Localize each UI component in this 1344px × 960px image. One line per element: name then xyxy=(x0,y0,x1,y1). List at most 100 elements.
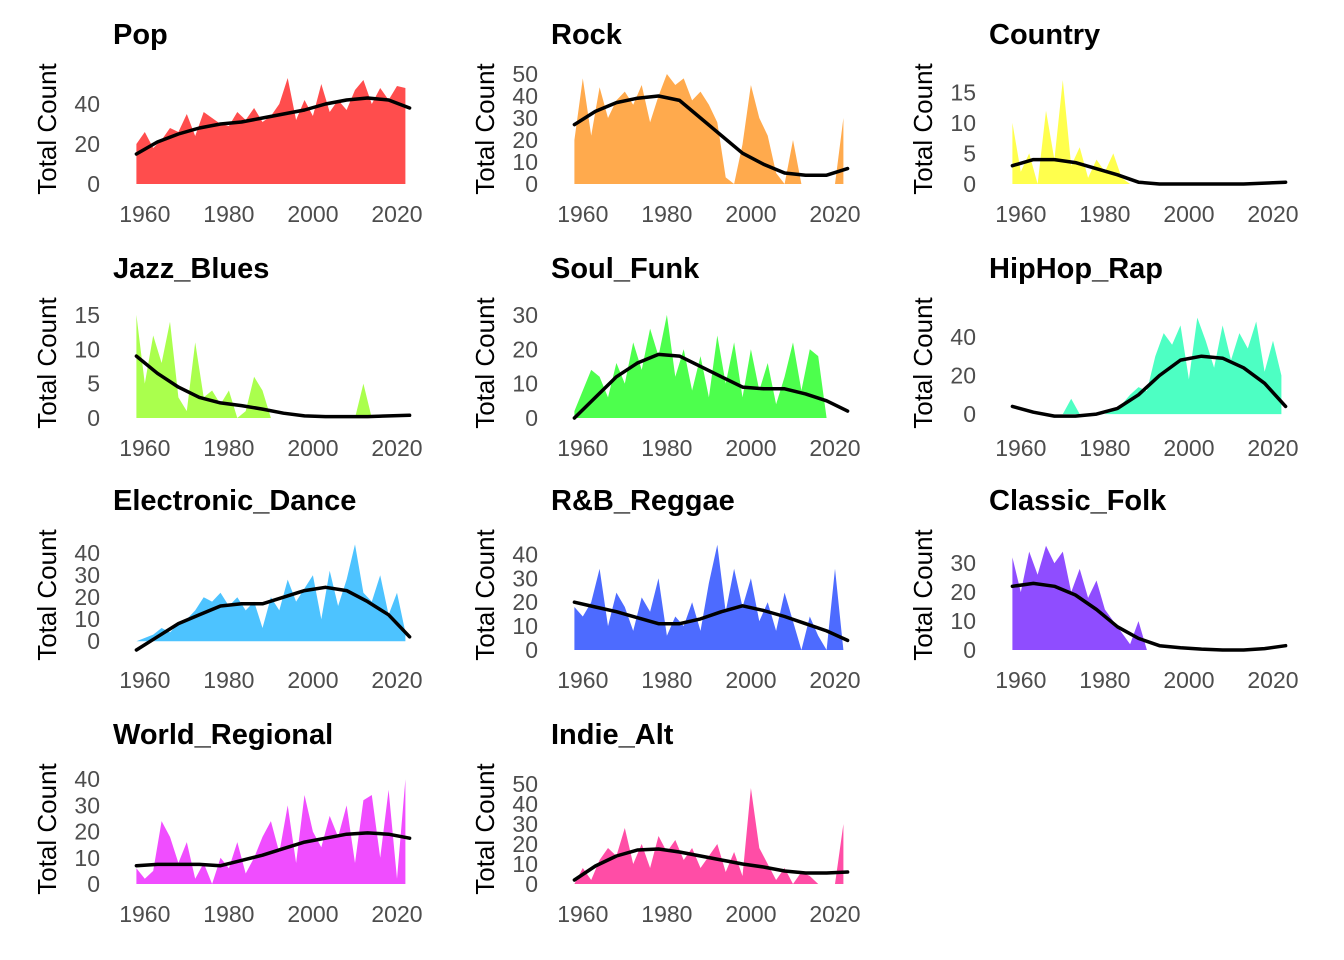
smooth-trend-line xyxy=(572,352,850,420)
y-tick-label: 50 xyxy=(512,61,538,87)
y-tick-label: 10 xyxy=(950,110,976,136)
y-tick-label: 20 xyxy=(74,819,100,845)
x-tick-label: 2000 xyxy=(1163,435,1214,461)
x-tick-label: 1960 xyxy=(557,201,608,227)
y-tick-label: 40 xyxy=(512,541,538,567)
panel-soul-funk: Soul_Funk Total Count 0 10 20 30 1960 1980 2000 2… xyxy=(470,253,861,461)
y-tick-label: 20 xyxy=(950,579,976,605)
x-tick-label: 1980 xyxy=(641,667,692,693)
x-tick-label: 2020 xyxy=(371,201,422,227)
y-tick-label: 10 xyxy=(74,845,100,871)
x-tick-label: 1980 xyxy=(641,901,692,927)
panel-title: Rock xyxy=(551,19,623,51)
x-tick-label: 2000 xyxy=(287,667,338,693)
y-tick-label: 50 xyxy=(512,771,538,797)
x-tick-label: 1980 xyxy=(203,435,254,461)
x-tick-label: 1980 xyxy=(203,901,254,927)
x-tick-label: 2020 xyxy=(371,901,422,927)
x-tick-label: 1980 xyxy=(203,667,254,693)
x-tick-label: 1960 xyxy=(995,667,1046,693)
y-axis-label: Total Count xyxy=(32,62,62,194)
y-tick-label: 10 xyxy=(512,371,538,397)
area-series xyxy=(136,779,406,884)
x-tick-label: 2020 xyxy=(1247,667,1298,693)
x-tick-label: 2000 xyxy=(1163,667,1214,693)
y-axis-label: Total Count xyxy=(470,528,500,660)
panel-hiphop-rap: HipHop_Rap Total Count 0 20 40 1960 1980 2000 20… xyxy=(908,253,1299,461)
area-series xyxy=(136,314,406,418)
x-tick-label: 1960 xyxy=(557,435,608,461)
area-series xyxy=(1012,80,1282,184)
panel-title: HipHop_Rap xyxy=(989,253,1163,285)
y-tick-label: 0 xyxy=(963,637,976,663)
y-tick-label: 20 xyxy=(950,363,976,389)
x-tick-label: 2020 xyxy=(1247,435,1298,461)
area-series xyxy=(136,544,406,642)
x-tick-label: 2000 xyxy=(725,201,776,227)
y-tick-label: 20 xyxy=(512,336,538,362)
y-tick-label: 10 xyxy=(512,149,538,175)
y-tick-label: 15 xyxy=(74,302,100,328)
y-tick-label: 20 xyxy=(512,127,538,153)
panel-title: R&B_Reggae xyxy=(551,485,735,517)
x-tick-label: 1980 xyxy=(1079,201,1130,227)
y-tick-label: 30 xyxy=(512,565,538,591)
smooth-trend-line xyxy=(134,585,412,652)
y-tick-label: 30 xyxy=(74,562,100,588)
y-axis-label: Total Count xyxy=(908,528,938,660)
x-tick-label: 1960 xyxy=(119,667,170,693)
y-tick-label: 0 xyxy=(525,871,538,897)
x-tick-label: 1980 xyxy=(1079,667,1130,693)
x-tick-label: 2000 xyxy=(287,435,338,461)
x-tick-label: 1960 xyxy=(557,901,608,927)
smooth-trend-line xyxy=(134,354,412,419)
x-tick-label: 2020 xyxy=(371,667,422,693)
y-tick-label: 5 xyxy=(963,140,976,166)
y-tick-label: 0 xyxy=(87,871,100,897)
y-tick-label: 30 xyxy=(950,550,976,576)
y-tick-label: 40 xyxy=(74,91,100,117)
smooth-trend-line xyxy=(572,847,850,882)
x-tick-label: 2020 xyxy=(1247,201,1298,227)
y-tick-label: 20 xyxy=(512,589,538,615)
smooth-trend-line xyxy=(572,600,850,643)
x-tick-label: 1980 xyxy=(641,435,692,461)
smooth-trend-line xyxy=(134,831,412,868)
y-tick-label: 5 xyxy=(87,371,100,397)
y-tick-label: 10 xyxy=(512,613,538,639)
y-tick-label: 10 xyxy=(74,336,100,362)
x-tick-label: 1980 xyxy=(1079,435,1130,461)
panel-title: World_Regional xyxy=(113,719,333,751)
y-axis-label: Total Count xyxy=(470,762,500,894)
y-tick-label: 30 xyxy=(512,105,538,131)
x-tick-label: 2020 xyxy=(809,201,860,227)
y-axis-label: Total Count xyxy=(470,62,500,194)
area-series xyxy=(574,74,844,184)
panel-title: Jazz_Blues xyxy=(113,253,269,285)
y-tick-label: 20 xyxy=(512,831,538,857)
y-tick-label: 40 xyxy=(74,540,100,566)
smooth-trend-line xyxy=(134,96,412,156)
x-tick-label: 2020 xyxy=(809,667,860,693)
y-axis-label: Total Count xyxy=(32,762,62,894)
x-tick-label: 1980 xyxy=(641,201,692,227)
panel-country: Country Total Count 0 5 10 15 1960 1980 2000 2020 xyxy=(908,19,1299,227)
x-tick-label: 2000 xyxy=(1163,201,1214,227)
x-tick-label: 1960 xyxy=(995,201,1046,227)
y-tick-label: 40 xyxy=(512,791,538,817)
y-tick-label: 0 xyxy=(87,405,100,431)
y-axis-label: Total Count xyxy=(908,296,938,428)
y-axis-label: Total Count xyxy=(32,296,62,428)
y-tick-label: 30 xyxy=(512,811,538,837)
y-axis-label: Total Count xyxy=(32,528,62,660)
x-tick-label: 2000 xyxy=(725,435,776,461)
area-series xyxy=(574,788,844,884)
y-tick-label: 0 xyxy=(525,405,538,431)
x-tick-label: 2000 xyxy=(287,201,338,227)
panel-title: Classic_Folk xyxy=(989,485,1167,517)
panel-title: Country xyxy=(989,19,1100,51)
